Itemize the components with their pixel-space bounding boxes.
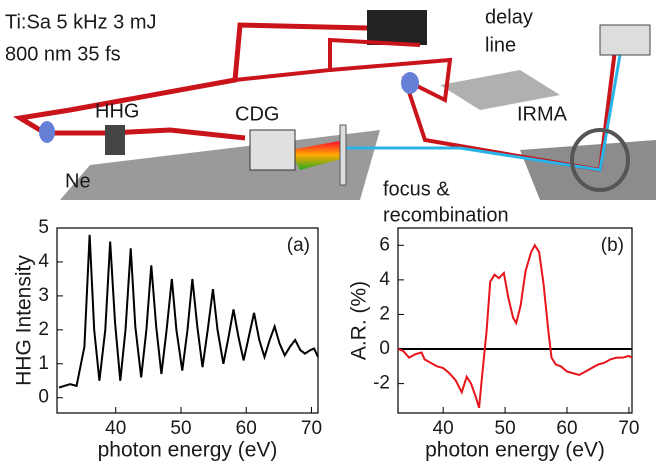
- y-tick-label: 4: [379, 269, 390, 290]
- lens: [401, 72, 419, 94]
- beam: [234, 37, 421, 82]
- xuv-beam: [345, 54, 622, 172]
- label: delay: [485, 6, 533, 28]
- y-tick-label: 5: [38, 217, 49, 238]
- x-axis-label: photon energy (eV): [425, 439, 605, 462]
- table: [60, 130, 380, 200]
- y-tick-label: 0: [38, 387, 49, 408]
- label: HHG: [95, 100, 139, 122]
- y-tick-label: 0: [379, 338, 390, 359]
- label: recombination: [383, 204, 509, 226]
- label: focus &: [383, 178, 450, 200]
- x-tick-label: 40: [433, 418, 454, 439]
- y-tick-label: 3: [38, 285, 49, 306]
- spectrometer: [599, 24, 651, 56]
- y-tick-label: -2: [373, 373, 390, 394]
- x-tick-label: 40: [105, 418, 126, 439]
- y-tick-label: 4: [38, 251, 49, 272]
- plot-frame: [397, 227, 633, 414]
- y-axis-label: A.R. (%): [348, 281, 371, 360]
- setup-diagram: Ti:Sa 5 kHz 3 mJ 800 nm 35 fs delay line…: [5, 6, 656, 226]
- table: [520, 140, 656, 200]
- y-tick-label: 6: [379, 234, 390, 255]
- label: CDG: [235, 103, 279, 125]
- chamber: [570, 128, 630, 192]
- x-tick-label: 50: [495, 418, 516, 439]
- x-axis-label: photon energy (eV): [98, 439, 278, 462]
- y-tick-label: 2: [379, 303, 390, 324]
- data-line: [397, 243, 633, 409]
- label: Ne: [65, 170, 91, 192]
- y-axis-label: HHG Intensity: [13, 255, 36, 386]
- beam: [12, 22, 368, 141]
- mirror: [339, 124, 347, 186]
- x-tick-label: 60: [236, 418, 257, 439]
- x-tick-label: 70: [301, 418, 322, 439]
- panel-label: (b): [601, 235, 624, 256]
- label: Ti:Sa 5 kHz 3 mJ: [5, 11, 157, 33]
- label: IRMA: [517, 103, 568, 125]
- spectrum: [290, 140, 345, 170]
- y-tick-label: 1: [38, 353, 49, 374]
- data-line: [58, 234, 319, 389]
- y-tick-label: 2: [38, 319, 49, 340]
- plot-frame: [56, 227, 319, 414]
- gas-cell: [105, 125, 125, 155]
- stage: [440, 70, 560, 110]
- laser: [367, 10, 427, 45]
- lens: [39, 121, 55, 143]
- label: 800 nm 35 fs: [5, 43, 121, 65]
- label: line: [485, 34, 516, 56]
- beam: [329, 57, 601, 172]
- x-tick-label: 70: [618, 418, 639, 439]
- grating: [249, 129, 296, 171]
- panel-label: (a): [287, 235, 310, 256]
- x-tick-label: 50: [170, 418, 191, 439]
- x-tick-label: 60: [556, 418, 577, 439]
